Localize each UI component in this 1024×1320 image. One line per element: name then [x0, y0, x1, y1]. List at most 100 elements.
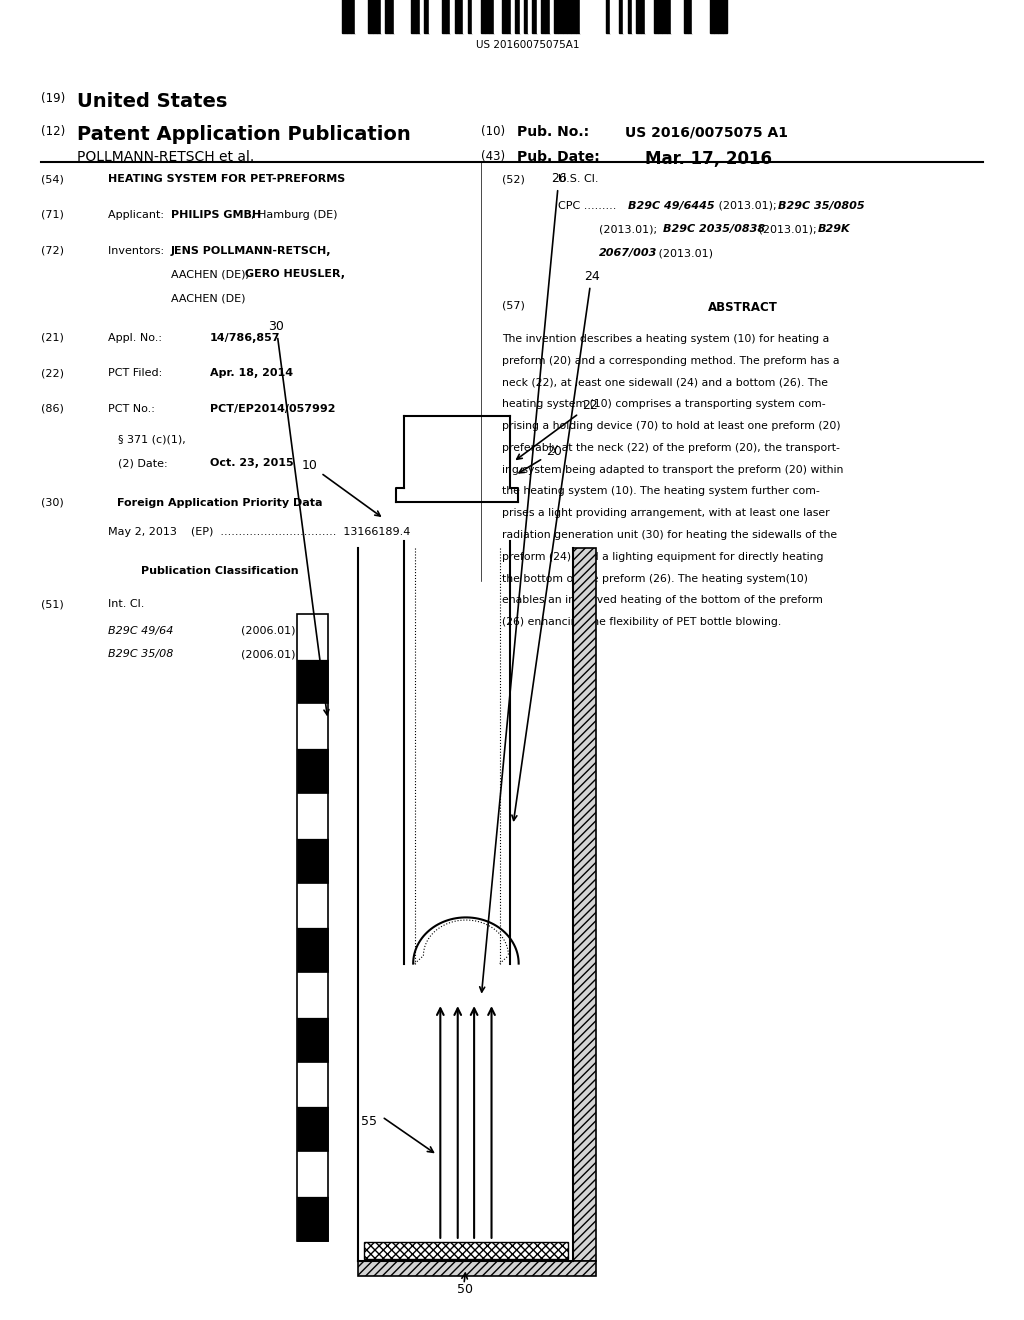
Bar: [381, 0, 385, 33]
Bar: [575, 0, 580, 33]
Text: (2) Date:: (2) Date:: [118, 458, 178, 469]
Text: AACHEN (DE);: AACHEN (DE);: [171, 269, 253, 280]
Bar: [558, 0, 563, 33]
Bar: [297, 883, 328, 927]
Text: 55: 55: [361, 1115, 378, 1129]
Bar: [723, 0, 727, 33]
Bar: [297, 1106, 328, 1151]
Bar: [528, 0, 532, 33]
Bar: [338, 0, 342, 33]
Text: (2013.01): (2013.01): [655, 248, 714, 259]
Bar: [610, 0, 614, 33]
Bar: [567, 0, 571, 33]
Bar: [398, 0, 402, 33]
Text: Pub. Date:: Pub. Date:: [517, 150, 600, 165]
Bar: [416, 0, 420, 33]
Bar: [489, 0, 494, 33]
Text: preform (24), and a lighting equipment for directly heating: preform (24), and a lighting equipment f…: [502, 552, 823, 562]
Bar: [441, 0, 446, 33]
Bar: [585, 0, 589, 33]
Text: Inventors:: Inventors:: [108, 246, 167, 256]
Text: (54): (54): [41, 174, 63, 185]
Text: B29C 49/64: B29C 49/64: [108, 626, 173, 636]
Text: Oct. 23, 2015: Oct. 23, 2015: [210, 458, 294, 469]
Bar: [571, 0, 575, 33]
Bar: [420, 0, 424, 33]
Text: the bottom of the preform (26). The heating system(10): the bottom of the preform (26). The heat…: [502, 573, 808, 583]
Text: preform (20) and a corresponding method. The preform has a: preform (20) and a corresponding method.…: [502, 356, 840, 366]
Bar: [696, 0, 701, 33]
Bar: [297, 927, 328, 972]
Bar: [364, 0, 369, 33]
Bar: [688, 0, 692, 33]
Text: ABSTRACT: ABSTRACT: [708, 301, 777, 314]
Bar: [649, 0, 653, 33]
Bar: [680, 0, 684, 33]
Bar: [297, 748, 328, 793]
Text: Appl. No.:: Appl. No.:: [108, 333, 165, 343]
Bar: [463, 0, 468, 33]
Text: (2013.01);: (2013.01);: [599, 224, 660, 235]
Text: (12): (12): [41, 125, 66, 139]
Bar: [297, 838, 328, 883]
Bar: [573, 548, 596, 1261]
Text: 10: 10: [302, 458, 380, 516]
Bar: [519, 0, 524, 33]
Bar: [297, 1061, 328, 1106]
Bar: [385, 0, 390, 33]
Text: (26) enhancing the flexibility of PET bottle blowing.: (26) enhancing the flexibility of PET bo…: [502, 616, 781, 627]
Bar: [563, 0, 567, 33]
Bar: [377, 0, 381, 33]
Text: Mar. 17, 2016: Mar. 17, 2016: [645, 150, 772, 169]
Bar: [451, 0, 455, 33]
Bar: [624, 0, 628, 33]
Bar: [653, 0, 657, 33]
Text: (57): (57): [502, 301, 524, 312]
Text: B29C 2035/0838: B29C 2035/0838: [663, 224, 765, 235]
Text: neck (22), at least one sidewall (24) and a bottom (26). The: neck (22), at least one sidewall (24) an…: [502, 378, 827, 388]
Bar: [667, 0, 671, 33]
Text: , Hamburg (DE): , Hamburg (DE): [251, 210, 337, 220]
Bar: [537, 0, 541, 33]
Bar: [675, 0, 680, 33]
Text: CPC .........: CPC .........: [558, 201, 620, 211]
Bar: [671, 0, 675, 33]
Bar: [714, 0, 719, 33]
Text: prises a light providing arrangement, with at least one laser: prises a light providing arrangement, wi…: [502, 508, 829, 519]
Bar: [589, 0, 593, 33]
Text: B29C 35/0805: B29C 35/0805: [778, 201, 865, 211]
Bar: [602, 0, 606, 33]
Bar: [719, 0, 723, 33]
Bar: [485, 0, 489, 33]
Bar: [373, 0, 377, 33]
Text: JENS POLLMANN-RETSCH,: JENS POLLMANN-RETSCH,: [171, 246, 332, 256]
Bar: [355, 0, 359, 33]
Text: (86): (86): [41, 404, 63, 414]
Bar: [472, 0, 476, 33]
Bar: [402, 0, 408, 33]
Text: AACHEN (DE): AACHEN (DE): [171, 293, 246, 304]
Bar: [494, 0, 498, 33]
Text: Apr. 18, 2014: Apr. 18, 2014: [210, 368, 293, 379]
Text: (2013.01);: (2013.01);: [755, 224, 820, 235]
Bar: [498, 0, 502, 33]
Text: enables an improved heating of the bottom of the preform: enables an improved heating of the botto…: [502, 595, 822, 606]
Text: PCT No.:: PCT No.:: [108, 404, 165, 414]
Bar: [701, 0, 706, 33]
Bar: [297, 1016, 328, 1061]
Text: (51): (51): [41, 599, 63, 610]
Bar: [632, 0, 636, 33]
Bar: [297, 972, 328, 1016]
Bar: [369, 0, 373, 33]
Bar: [412, 0, 416, 33]
Bar: [446, 0, 451, 33]
Text: (30): (30): [41, 498, 63, 508]
Bar: [394, 0, 398, 33]
Bar: [359, 0, 364, 33]
Bar: [297, 1151, 328, 1196]
Bar: [480, 0, 485, 33]
Bar: [606, 0, 610, 33]
Text: The invention describes a heating system (10) for heating a: The invention describes a heating system…: [502, 334, 829, 345]
Text: Patent Application Publication: Patent Application Publication: [77, 125, 411, 144]
Bar: [641, 0, 645, 33]
